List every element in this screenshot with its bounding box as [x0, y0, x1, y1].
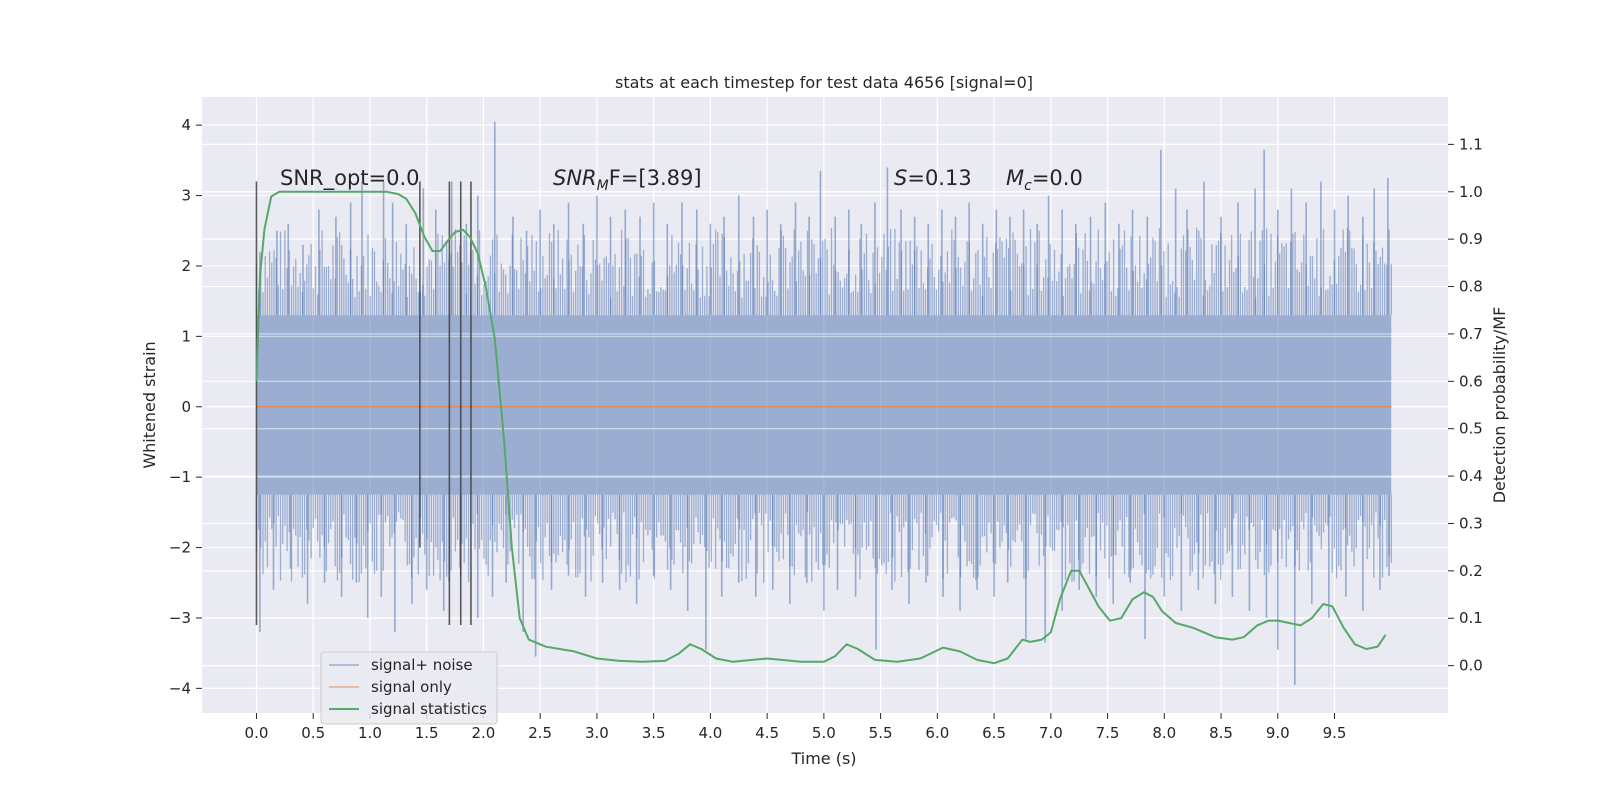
- x-tick-label: 5.5: [869, 724, 893, 742]
- signal-statistics-layer: [255, 190, 1387, 665]
- x-tick-label: 0.0: [245, 724, 269, 742]
- y-left-tick-label: −2: [169, 539, 191, 557]
- x-tick-label: 2.0: [471, 724, 495, 742]
- x-tick-label: 1.0: [358, 724, 382, 742]
- annotation-s-value: =0.13: [907, 166, 971, 190]
- y-left-tick-label: 3: [181, 187, 191, 205]
- annotation-mc-subscript: c: [1024, 178, 1032, 194]
- y-left-tick-label: 4: [181, 116, 191, 134]
- y-left-tick-label: 0: [181, 398, 191, 416]
- y-right-tick-label: 0.7: [1459, 325, 1483, 343]
- annotation-s: S=0.13: [894, 166, 972, 190]
- y-left-tick-label: −4: [169, 679, 191, 697]
- annotation-snr-mf: SNRMF=[3.89]: [553, 166, 702, 194]
- annotation-mc: Mc=0.0: [1006, 166, 1083, 194]
- legend-label-signal-noise: signal+ noise: [371, 656, 473, 674]
- y-axis-label-right: Detection probability/MF: [1490, 307, 1509, 504]
- y-left-tick-label: −3: [169, 609, 191, 627]
- x-tick-label: 6.0: [925, 724, 949, 742]
- annotation-mc-symbol: M: [1006, 166, 1024, 190]
- y-axis-label-left: Whitened strain: [140, 341, 159, 468]
- legend-label-signal-statistics: signal statistics: [371, 700, 487, 718]
- annotation-snr-mf-value: F=[3.89]: [609, 166, 702, 190]
- annotation-snr-mf-subscript: M: [597, 178, 609, 194]
- x-tick-label: 3.0: [585, 724, 609, 742]
- y-right-tick-label: 1.1: [1459, 135, 1483, 153]
- y-right-tick-label: 0.2: [1459, 562, 1483, 580]
- x-tick-label: 4.5: [755, 724, 779, 742]
- y-right-tick-label: 1.0: [1459, 183, 1483, 201]
- legend-label-signal-only: signal only: [371, 678, 452, 696]
- y-right-tick-label: 0.8: [1459, 278, 1483, 296]
- y-right-tick-label: 0.4: [1459, 467, 1483, 485]
- x-tick-label: 1.5: [415, 724, 439, 742]
- x-tick-label: 9.5: [1323, 724, 1347, 742]
- y-left-tick-label: −1: [169, 468, 191, 486]
- x-tick-label: 5.0: [812, 724, 836, 742]
- annotation-mc-value: =0.0: [1032, 166, 1083, 190]
- x-axis-label: Time (s): [790, 749, 856, 768]
- legend-box: [320, 651, 498, 725]
- chart-title: stats at each timestep for test data 465…: [615, 73, 1033, 92]
- y-left-tick-label: 2: [181, 257, 191, 275]
- x-tick-label: 2.5: [528, 724, 552, 742]
- legend: signal+ noise signal only signal statist…: [320, 651, 498, 725]
- ticks: 0.0 0.5 1.0 1.5 2.0 2.5 3.0 3.5 4.0 4.5 5.0 5.5 6.0 6…: [169, 116, 1483, 742]
- signal-statistics-line: [255, 190, 1387, 665]
- annotation-snr-mf-symbol: SNR: [553, 166, 597, 190]
- y-right-tick-label: 0.3: [1459, 514, 1483, 532]
- y-right-tick-label: 0.9: [1459, 230, 1483, 248]
- y-right-tick-label: 0.0: [1459, 657, 1483, 675]
- x-tick-label: 9.0: [1266, 724, 1290, 742]
- signal-noise-band: [256, 315, 1392, 495]
- x-tick-label: 3.5: [642, 724, 666, 742]
- x-tick-label: 8.5: [1209, 724, 1233, 742]
- x-tick-label: 4.0: [698, 724, 722, 742]
- x-tick-label: 7.0: [1039, 724, 1063, 742]
- y-right-tick-label: 0.6: [1459, 372, 1483, 390]
- x-tick-label: 0.5: [301, 724, 325, 742]
- y-left-tick-label: 1: [181, 327, 191, 345]
- annotation-s-symbol: S: [894, 166, 907, 190]
- x-tick-label: 7.5: [1096, 724, 1120, 742]
- x-tick-label: 8.0: [1152, 724, 1176, 742]
- vertical-markers: [255, 181, 472, 625]
- y-right-tick-label: 0.5: [1459, 420, 1483, 438]
- y-right-tick-label: 0.1: [1459, 609, 1483, 627]
- annotation-snr-opt: SNR_opt=0.0: [280, 166, 420, 191]
- series-layer: [255, 121, 1392, 685]
- x-tick-label: 6.5: [982, 724, 1006, 742]
